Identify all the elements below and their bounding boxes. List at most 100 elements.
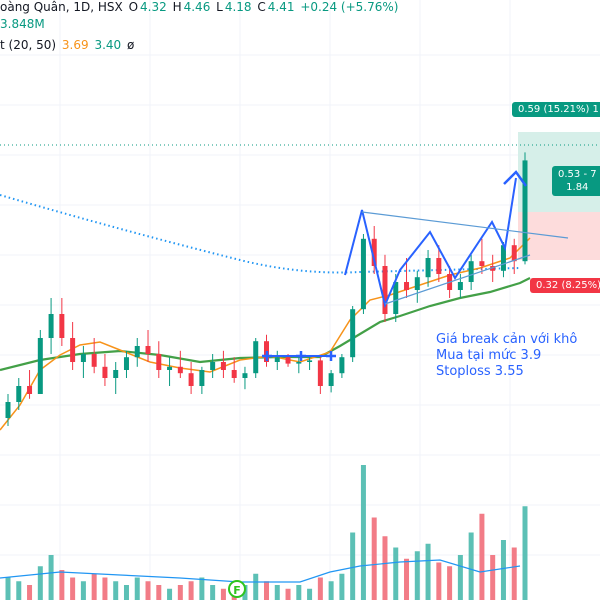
candle-body (339, 357, 345, 374)
candle-body (468, 261, 474, 282)
symbol-title[interactable]: oàng Quân, 1D, HSX (0, 0, 123, 14)
volume-bar (5, 577, 11, 600)
candle-body (393, 282, 399, 314)
candle-body (382, 266, 388, 314)
volume-bar (253, 573, 259, 600)
candle-body (371, 238, 377, 266)
annotation-line-3: Stoploss 3.55 (436, 364, 524, 379)
candle-body (5, 402, 11, 418)
candle-body (123, 357, 129, 370)
volume-bar (188, 581, 194, 600)
volume-bar (59, 570, 65, 600)
candle-body (220, 362, 226, 370)
volume-bar (360, 465, 366, 600)
volume-bar (317, 577, 323, 600)
candle-body (425, 258, 431, 278)
candle-body (490, 266, 496, 271)
annotation-text[interactable]: Giá break cản với khô Mua tại mức 3.9 St… (436, 332, 577, 380)
candlesticks (5, 152, 528, 426)
target-badge[interactable]: 0.59 (15.21%) 1 (512, 102, 600, 117)
volume-bars (5, 465, 528, 600)
volume-bar (479, 513, 485, 600)
low-label: L (216, 0, 223, 14)
candle-body (102, 366, 108, 378)
stop-badge[interactable]: 0.32 (8.25%) (530, 278, 600, 293)
volume-bar (339, 573, 345, 600)
candle-body (145, 346, 151, 354)
candle-body (479, 261, 485, 266)
annotation-line-1: Giá break cản với khô (436, 332, 578, 347)
volume-bar (264, 581, 269, 600)
event-marker-icon[interactable]: F (228, 580, 246, 598)
volume-bar (113, 581, 119, 600)
ma20-value: 3.69 (61, 38, 89, 52)
ratio-line-2: 1.84 (566, 182, 589, 193)
high-label: H (172, 0, 182, 14)
volume-bar (371, 517, 377, 600)
volume-bar (522, 506, 528, 600)
candle-body (27, 386, 33, 394)
volume-bar (123, 585, 129, 600)
candle-body (70, 338, 76, 362)
stop-zone[interactable] (518, 212, 600, 260)
volume-bar (210, 585, 216, 600)
ma-extra: ø (126, 38, 135, 52)
volume-bar (177, 585, 183, 600)
resistance-trendline (361, 211, 569, 239)
candle-body (274, 357, 280, 362)
candle-body (328, 373, 334, 386)
volume-bar (414, 551, 420, 600)
candle-body (317, 360, 323, 386)
volume-bar (134, 577, 140, 600)
volume-bar (167, 588, 173, 600)
candle-body (231, 370, 237, 378)
candle-body (156, 354, 162, 370)
volume-bar (500, 540, 506, 600)
candle-body (134, 346, 140, 358)
symbol-header[interactable]: oàng Quân, 1D, HSX O 4.32 H 4.46 L 4.18 C 4.… (0, 0, 400, 14)
candle-body (91, 354, 97, 367)
ma-label: t (20, 50) (0, 38, 57, 52)
volume-bar (404, 558, 410, 600)
volume-bar (457, 555, 463, 600)
volume-bar (393, 547, 399, 600)
candle-body (48, 314, 54, 338)
candle-body (360, 238, 366, 310)
candle-body (199, 370, 205, 386)
annotation-line-2: Mua tại mức 3.9 (436, 348, 542, 363)
ratio-line-1: 0.53 - 7 (558, 169, 597, 180)
change-value: +0.24 (+5.76%) (300, 0, 399, 14)
volume-bar (511, 547, 517, 600)
candle-body (59, 314, 65, 338)
open-label: O (128, 0, 139, 14)
candle-body (113, 370, 119, 378)
ma50-value: 3.40 (94, 38, 122, 52)
volume-bar (91, 573, 97, 600)
candle-body (188, 373, 194, 386)
candle-body (242, 373, 248, 378)
candle-body (404, 282, 410, 290)
candle-body (167, 366, 173, 370)
candle-body (296, 362, 302, 364)
volume-bar (16, 581, 22, 600)
arrow-head (503, 170, 528, 187)
volume-bar (102, 577, 108, 600)
candle-body (511, 245, 517, 262)
ma200-dotted-line (0, 194, 521, 274)
candle-body (522, 160, 528, 262)
volume-bar (70, 577, 76, 600)
candle-body (80, 354, 86, 362)
high-value: 4.46 (183, 0, 211, 14)
volume-bar (48, 555, 54, 600)
volume-readout[interactable]: 3.848M (0, 17, 47, 31)
candle-body (307, 360, 313, 362)
volume-bar (468, 532, 474, 600)
ma-indicator-header[interactable]: t (20, 50) 3.69 3.40 ø (0, 38, 136, 52)
candle-body (37, 338, 43, 394)
candle-body (457, 282, 463, 290)
volume-value: 3.848M (0, 17, 45, 31)
ratio-badge[interactable]: 0.53 - 7 1.84 (552, 166, 600, 196)
volume-bar (328, 581, 334, 600)
